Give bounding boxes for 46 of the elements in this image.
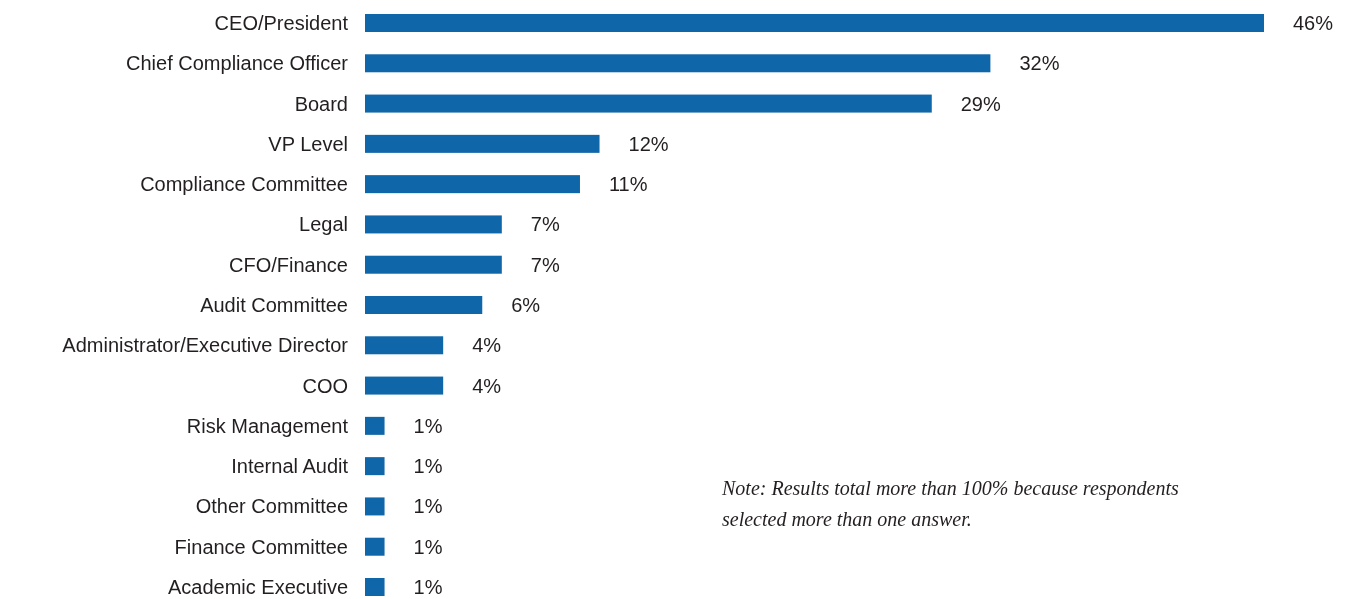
bar bbox=[365, 54, 991, 73]
y-tick-label: Internal Audit bbox=[231, 455, 349, 478]
data-label: 6% bbox=[511, 294, 541, 316]
bar bbox=[365, 134, 600, 153]
bar bbox=[365, 296, 483, 314]
bar bbox=[365, 255, 502, 274]
y-tick-label: COO bbox=[302, 374, 348, 397]
bar bbox=[365, 497, 385, 516]
bar bbox=[365, 578, 385, 596]
data-label: 1% bbox=[413, 495, 443, 518]
y-tick-label: CFO/Finance bbox=[229, 253, 348, 276]
data-label: 1% bbox=[413, 414, 443, 437]
data-label: 1% bbox=[413, 535, 443, 558]
y-tick-label: Finance Committee bbox=[174, 535, 348, 558]
bar bbox=[365, 14, 1264, 32]
bar bbox=[365, 336, 444, 355]
data-label: 4% bbox=[472, 374, 502, 397]
bar bbox=[365, 94, 932, 113]
data-label: 11% bbox=[608, 173, 648, 196]
data-label: 4% bbox=[472, 334, 502, 357]
bar bbox=[365, 175, 580, 194]
y-tick-label: Other Committee bbox=[195, 495, 348, 518]
data-label: 12% bbox=[628, 132, 669, 155]
y-tick-label: Compliance Committee bbox=[140, 173, 348, 196]
data-label: 29% bbox=[960, 92, 1002, 115]
bar bbox=[365, 416, 385, 435]
data-label: 1% bbox=[413, 576, 443, 598]
y-tick-label: Audit Committee bbox=[200, 294, 348, 316]
y-tick-label: Legal bbox=[299, 213, 348, 236]
data-label: 7% bbox=[530, 213, 560, 236]
data-label: 32% bbox=[1019, 52, 1060, 75]
y-tick-label: Academic Executive bbox=[167, 576, 348, 598]
data-label: 46% bbox=[1293, 12, 1334, 34]
bar bbox=[365, 376, 444, 395]
bar bbox=[365, 537, 385, 556]
data-label: 1% bbox=[413, 455, 443, 478]
y-tick-label: Administrator/Executive Director bbox=[62, 334, 349, 357]
y-tick-label: Chief Compliance Officer bbox=[126, 52, 349, 75]
annotation: Note: Results total more than 100% because respondents selected more than one answer. bbox=[721, 477, 1179, 530]
y-tick-label: Risk Management bbox=[186, 414, 349, 437]
bar bbox=[365, 457, 385, 476]
y-tick-label: CEO/President bbox=[214, 12, 349, 34]
data-label: 7% bbox=[530, 253, 560, 276]
y-tick-label: Board bbox=[294, 92, 348, 115]
bar bbox=[365, 215, 502, 234]
y-tick-label: VP Level bbox=[268, 132, 348, 155]
